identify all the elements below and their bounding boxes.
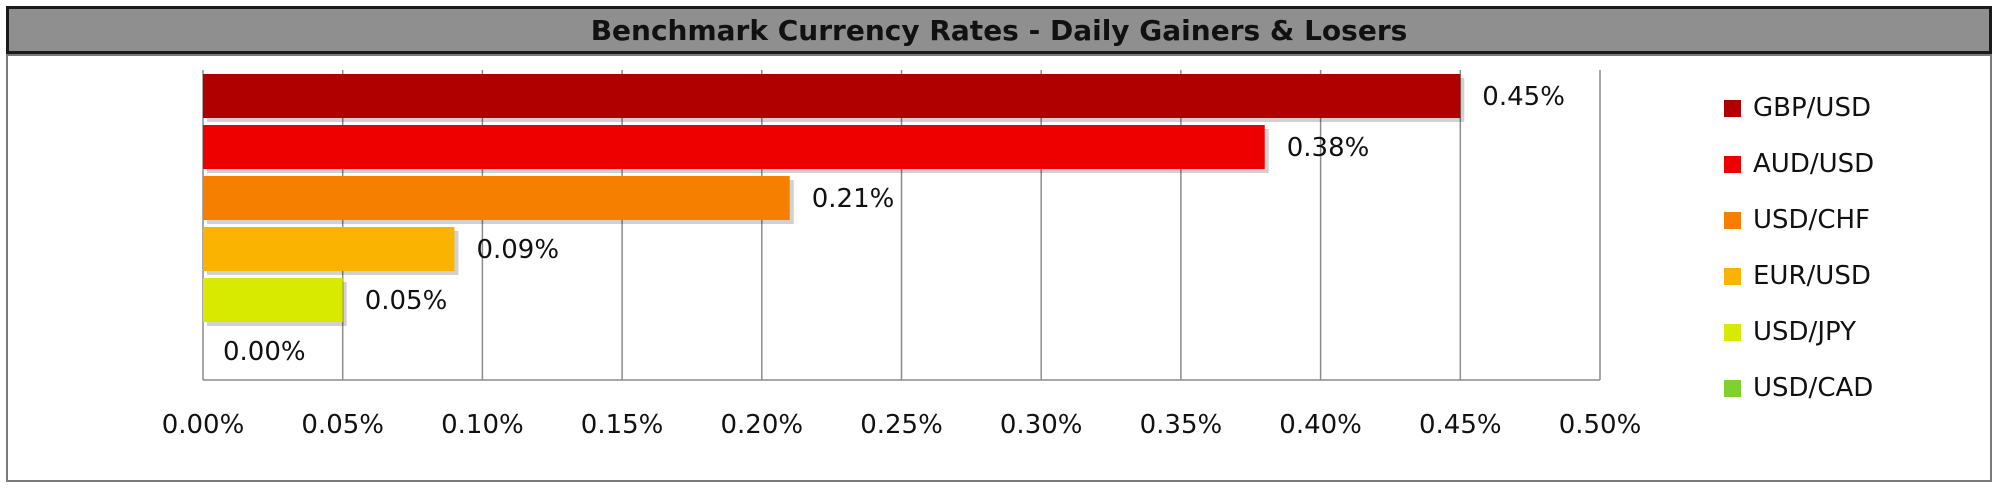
data-label: 0.21%	[812, 184, 895, 214]
x-tick-label: 0.40%	[1279, 410, 1362, 440]
legend-swatch	[1724, 323, 1741, 341]
legend-swatch	[1724, 379, 1741, 397]
legend-item: GBP/USD	[1724, 80, 1974, 136]
legend-item: EUR/USD	[1724, 248, 1974, 304]
x-tick-label: 0.15%	[581, 410, 664, 440]
chart-legend: GBP/USD AUD/USD USD/CHF EUR/USD USD/JPY USD/C…	[1724, 80, 1974, 416]
legend-item: USD/CAD	[1724, 360, 1974, 416]
legend-label: EUR/USD	[1753, 261, 1871, 291]
x-tick-label: 0.50%	[1559, 410, 1642, 440]
legend-label: USD/CAD	[1753, 373, 1874, 403]
legend-swatch	[1724, 99, 1741, 117]
data-label: 0.00%	[223, 337, 306, 367]
legend-swatch	[1724, 211, 1741, 229]
legend-label: USD/CHF	[1753, 205, 1870, 235]
legend-label: GBP/USD	[1753, 93, 1871, 123]
data-label: 0.38%	[1287, 133, 1370, 163]
x-tick-label: 0.20%	[720, 410, 803, 440]
x-tick-label: 0.30%	[1000, 410, 1083, 440]
legend-swatch	[1724, 155, 1741, 173]
x-tick-label: 0.25%	[860, 410, 943, 440]
chart-title: Benchmark Currency Rates - Daily Gainers…	[590, 13, 1408, 47]
legend-item: AUD/USD	[1724, 136, 1974, 192]
x-tick-label: 0.45%	[1419, 410, 1502, 440]
x-tick-label: 0.10%	[441, 410, 524, 440]
bar-aud-usd	[203, 125, 1265, 169]
data-label: 0.45%	[1482, 82, 1565, 112]
x-tick-label: 0.35%	[1140, 410, 1223, 440]
data-label: 0.05%	[365, 286, 448, 316]
legend-item: USD/CHF	[1724, 192, 1974, 248]
legend-item: USD/JPY	[1724, 304, 1974, 360]
chart-title-bar: Benchmark Currency Rates - Daily Gainers…	[6, 6, 1992, 54]
legend-label: USD/JPY	[1753, 317, 1856, 347]
bar-usd-chf	[203, 176, 790, 220]
bar-eur-usd	[203, 227, 455, 271]
x-tick-label: 0.00%	[162, 410, 245, 440]
data-label: 0.09%	[476, 235, 559, 265]
legend-swatch	[1724, 267, 1741, 285]
bar-usd-jpy	[203, 278, 343, 322]
x-tick-label: 0.05%	[301, 410, 384, 440]
bar-gbp-usd	[203, 74, 1461, 118]
legend-label: AUD/USD	[1753, 149, 1875, 179]
